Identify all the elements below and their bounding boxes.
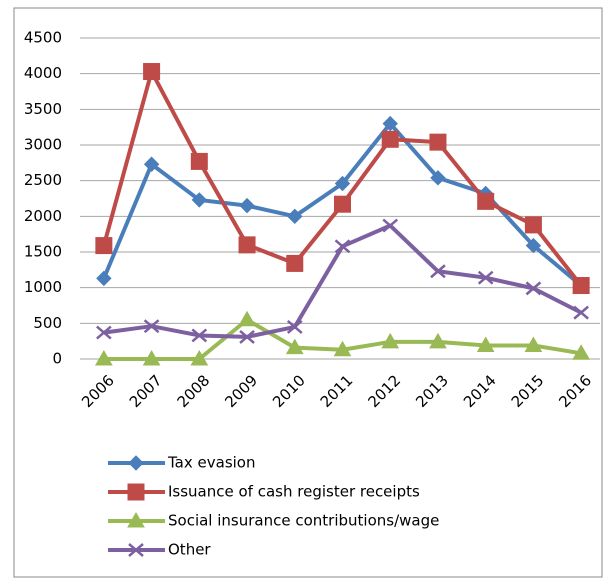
marker	[143, 156, 160, 172]
marker	[525, 237, 542, 254]
marker	[95, 349, 113, 366]
marker	[572, 344, 590, 360]
y-tick-label: 0	[52, 350, 62, 368]
marker	[476, 336, 495, 352]
marker	[142, 349, 161, 366]
marker	[334, 239, 351, 254]
y-tick-label: 3500	[24, 100, 62, 118]
marker	[381, 332, 400, 349]
marker	[287, 208, 303, 225]
marker	[286, 254, 304, 272]
marker	[95, 237, 113, 255]
legend-label: Other	[168, 541, 211, 559]
marker	[191, 328, 208, 343]
marker	[128, 543, 144, 557]
marker	[429, 133, 447, 151]
marker	[96, 270, 112, 287]
marker	[286, 319, 303, 334]
marker	[128, 455, 144, 471]
y-tick-label: 1000	[24, 278, 62, 296]
marker	[238, 236, 256, 254]
marker	[525, 281, 542, 296]
marker	[430, 264, 446, 279]
marker	[334, 195, 351, 213]
marker	[333, 340, 352, 357]
marker	[96, 325, 112, 340]
marker	[573, 305, 589, 320]
marker	[143, 319, 160, 334]
marker	[239, 197, 255, 214]
marker	[239, 329, 255, 344]
marker	[127, 483, 145, 501]
marker	[190, 349, 209, 366]
y-tick-label: 500	[33, 314, 62, 332]
marker	[477, 270, 494, 285]
marker	[429, 332, 447, 349]
y-tick-label: 2500	[24, 171, 62, 189]
marker	[382, 115, 398, 132]
y-tick-label: 4500	[24, 29, 62, 47]
marker	[190, 152, 208, 170]
y-tick-label: 3000	[24, 136, 62, 154]
y-tick-label: 2000	[24, 207, 62, 225]
marker	[127, 511, 145, 528]
legend-label: Social insurance contributions/wage	[168, 512, 439, 530]
legend-label: Issuance of cash register receipts	[168, 483, 420, 501]
marker	[334, 175, 351, 192]
marker	[143, 63, 161, 81]
y-tick-label: 4000	[24, 64, 62, 82]
y-tick-label: 1500	[24, 243, 62, 261]
marker	[285, 338, 304, 355]
chart-frame	[13, 7, 603, 578]
marker	[381, 130, 399, 148]
marker	[382, 218, 399, 233]
marker	[191, 192, 208, 208]
marker	[430, 170, 446, 186]
legend-label: Tax evasion	[167, 454, 255, 472]
marker	[238, 310, 256, 327]
marker	[524, 216, 542, 234]
marker	[477, 192, 495, 210]
marker	[572, 277, 590, 295]
marker	[524, 336, 543, 352]
